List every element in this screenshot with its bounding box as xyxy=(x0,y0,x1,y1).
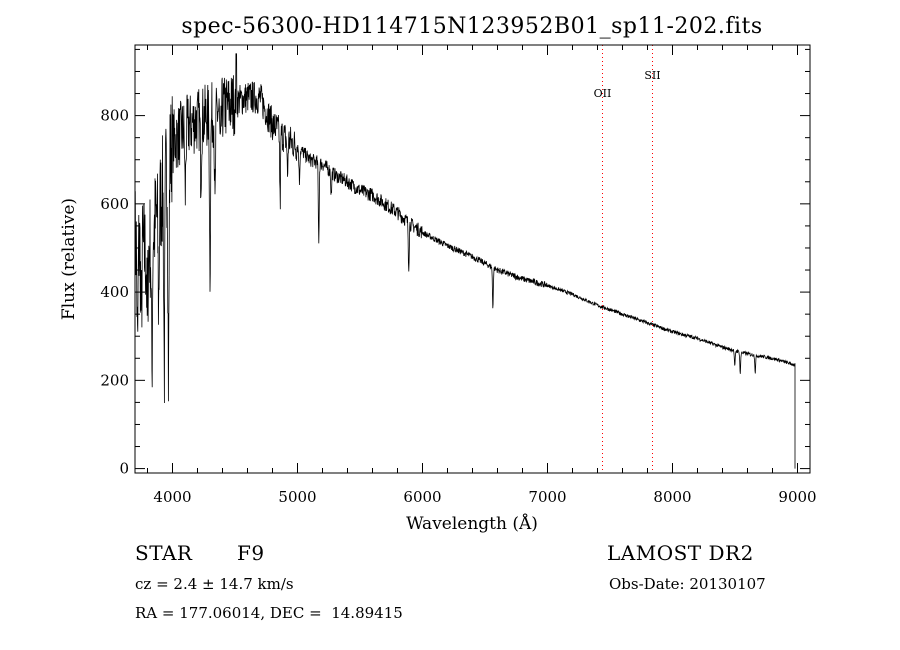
plot-area: OII SII xyxy=(134,45,796,473)
x-tick-label: 9000 xyxy=(778,488,816,506)
plot-frame xyxy=(134,44,811,474)
x-tick-label: 4000 xyxy=(153,488,191,506)
y-tick-label: 400 xyxy=(100,283,129,301)
x-axis-label: Wavelength (Å) xyxy=(406,513,538,534)
spectrum-chart: spec-56300-HD114715N123952B01_sp11-202.f… xyxy=(59,14,817,534)
survey-name: LAMOST DR2 xyxy=(607,541,754,565)
line-marker-label: SII xyxy=(644,69,660,82)
y-tick-label: 0 xyxy=(119,460,129,478)
spectrum-line xyxy=(134,53,796,469)
coordinates-ra-dec: RA = 177.06014, DEC = 14.89415 xyxy=(135,604,403,622)
x-tick-label: 5000 xyxy=(278,488,316,506)
observation-date: Obs-Date: 20130107 xyxy=(609,575,766,593)
x-tick-label: 8000 xyxy=(653,488,691,506)
axes: 4000 5000 6000 7000 8000 9000 0 200 400 600 800 xyxy=(100,45,817,506)
y-axis-label: Flux (relative) xyxy=(59,198,79,320)
y-tick-label: 800 xyxy=(100,107,129,125)
x-tick-label: 6000 xyxy=(403,488,441,506)
x-tick-label: 7000 xyxy=(528,488,566,506)
chart-title: spec-56300-HD114715N123952B01_sp11-202.f… xyxy=(181,14,762,39)
y-tick-label: 600 xyxy=(100,195,129,213)
y-tick-label: 200 xyxy=(100,371,129,389)
redshift-cz: cz = 2.4 ± 14.7 km/s xyxy=(135,575,294,593)
object-class: STAR xyxy=(135,541,193,565)
object-subclass: F9 xyxy=(237,541,265,565)
line-marker-label: OII xyxy=(594,87,612,100)
